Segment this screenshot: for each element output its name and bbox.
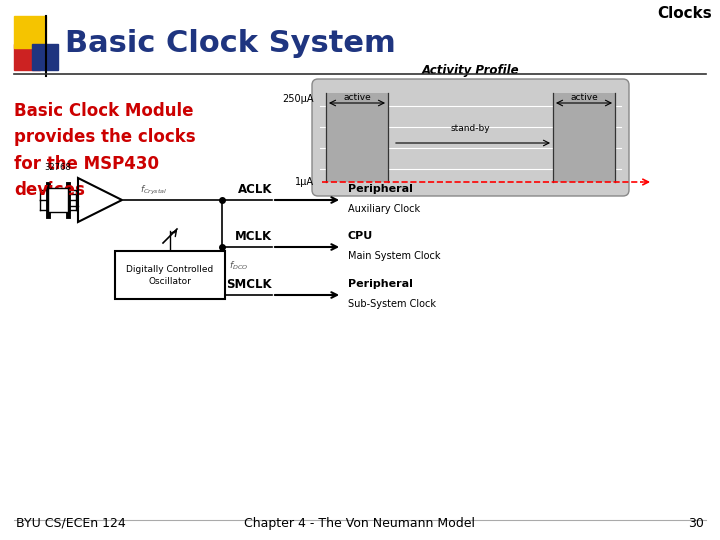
- Bar: [32, 44, 58, 70]
- Text: active: active: [570, 93, 598, 102]
- Text: $\it{f}_{Crystal}$: $\it{f}_{Crystal}$: [140, 184, 167, 197]
- Text: stand-by: stand-by: [451, 124, 490, 133]
- Bar: [14, 16, 46, 48]
- Text: Basic Clock Module
provides the clocks
for the MSP430
devices: Basic Clock Module provides the clocks f…: [14, 102, 196, 199]
- Text: Peripheral: Peripheral: [348, 279, 413, 289]
- Text: MCLK: MCLK: [235, 230, 272, 243]
- Text: Sub-System Clock: Sub-System Clock: [348, 299, 436, 309]
- Text: SMCLK: SMCLK: [226, 278, 272, 291]
- Text: $\it{f}_{DCO}$: $\it{f}_{DCO}$: [229, 260, 248, 272]
- Text: Activity Profile: Activity Profile: [422, 64, 519, 77]
- Text: Digitally Controlled: Digitally Controlled: [127, 265, 214, 273]
- Text: Main System Clock: Main System Clock: [348, 251, 441, 261]
- Bar: [326, 93, 388, 182]
- Text: Clocks: Clocks: [657, 6, 712, 21]
- Text: BYU CS/ECEn 124: BYU CS/ECEn 124: [16, 517, 126, 530]
- Text: CPU: CPU: [348, 231, 373, 241]
- Bar: [115, 251, 225, 299]
- Text: 32768: 32768: [45, 163, 71, 172]
- Text: 30: 30: [688, 517, 704, 530]
- Bar: [48, 188, 68, 212]
- FancyBboxPatch shape: [312, 79, 629, 196]
- Text: Basic Clock System: Basic Clock System: [65, 30, 396, 58]
- Text: 250μA: 250μA: [282, 94, 314, 104]
- Text: Peripheral: Peripheral: [348, 184, 413, 194]
- Bar: [553, 93, 615, 182]
- Text: Auxiliary Clock: Auxiliary Clock: [348, 204, 420, 214]
- Bar: [14, 44, 40, 70]
- Text: Chapter 4 - The Von Neumann Model: Chapter 4 - The Von Neumann Model: [245, 517, 475, 530]
- Text: ACLK: ACLK: [238, 183, 272, 196]
- Text: 1μA: 1μA: [295, 177, 314, 187]
- Text: active: active: [343, 93, 371, 102]
- Text: Oscillator: Oscillator: [148, 278, 192, 287]
